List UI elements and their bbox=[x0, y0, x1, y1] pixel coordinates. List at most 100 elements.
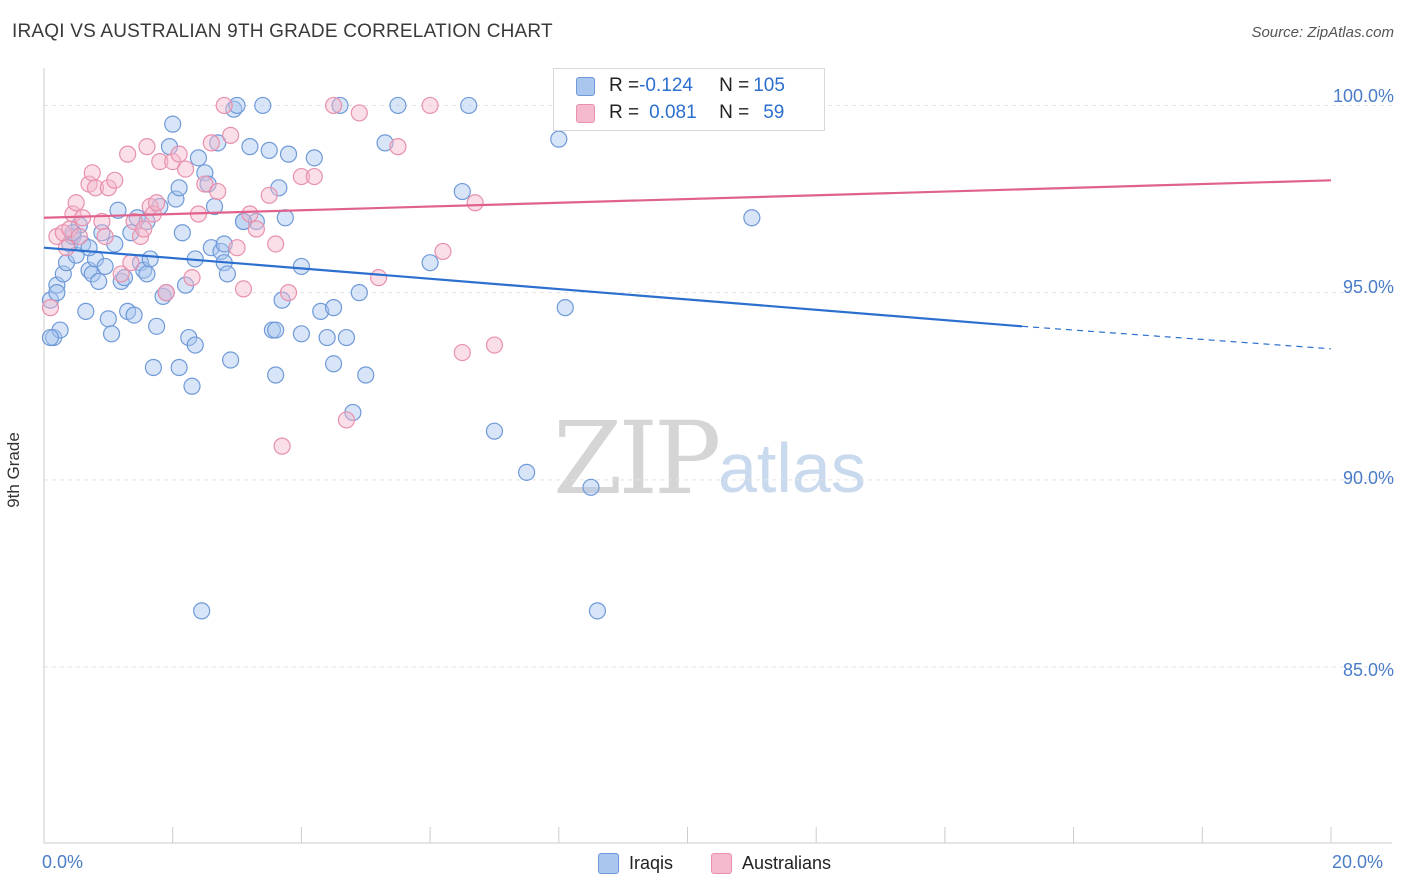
iraqis-point bbox=[218, 265, 236, 283]
iraqis-point bbox=[485, 422, 504, 440]
iraqis-point bbox=[324, 355, 343, 373]
legend-n-value: 59 bbox=[763, 102, 785, 123]
iraqis-point bbox=[90, 272, 108, 291]
australians-point bbox=[434, 242, 452, 261]
iraqis-point bbox=[99, 310, 117, 328]
australians-point bbox=[70, 227, 88, 246]
australians-swatch bbox=[576, 103, 595, 123]
iraqis-point bbox=[222, 351, 240, 369]
australians-point bbox=[119, 145, 137, 163]
legend-label-iraqis: Iraqis bbox=[629, 853, 674, 873]
iraqis-point bbox=[186, 336, 204, 354]
australians-point bbox=[350, 104, 368, 122]
x-tick-label-min: 0.0% bbox=[42, 852, 84, 872]
iraqis-trend-line bbox=[43, 246, 1023, 328]
australians-point bbox=[148, 194, 166, 212]
australians-trend-line bbox=[43, 179, 1332, 219]
y-tick-label: 100.0% bbox=[1332, 86, 1394, 106]
y-tick-label: 85.0% bbox=[1342, 660, 1394, 680]
iraqis-point bbox=[276, 209, 294, 227]
iraqis-point bbox=[193, 602, 211, 620]
iraqis-point bbox=[48, 284, 66, 302]
australians-legend-swatch bbox=[711, 853, 732, 874]
iraqis-point bbox=[350, 284, 368, 302]
iraqis-point bbox=[164, 115, 182, 133]
australians-point bbox=[135, 220, 153, 238]
australians-point bbox=[151, 152, 169, 171]
series-legend: Iraqis Australians bbox=[0, 851, 1406, 879]
y-tick-label: 90.0% bbox=[1342, 468, 1394, 488]
watermark-atlas: atlas bbox=[718, 429, 866, 507]
iraqis-point bbox=[209, 134, 227, 152]
australians-point bbox=[466, 194, 484, 212]
iraqis-point bbox=[148, 317, 166, 335]
legend-label-australians: Australians bbox=[742, 853, 832, 873]
iraqis-point bbox=[743, 209, 761, 227]
legend-n-label: N = bbox=[719, 102, 750, 123]
legend-row-australians: R = 0.081 N = 59 bbox=[576, 100, 784, 126]
iraqis-point bbox=[556, 299, 574, 317]
chart-source: Source: ZipAtlas.com bbox=[1251, 24, 1394, 41]
iraqis-point bbox=[550, 130, 568, 148]
iraqis-point bbox=[170, 179, 188, 197]
australians-point bbox=[122, 254, 140, 272]
iraqis-point bbox=[389, 96, 407, 115]
iraqis-point bbox=[77, 302, 95, 320]
legend-item-iraqis[interactable]: Iraqis bbox=[598, 853, 673, 874]
iraqis-point bbox=[292, 325, 310, 343]
legend-r-label: R = bbox=[609, 75, 640, 96]
iraqis-point bbox=[376, 134, 394, 152]
iraqis-point bbox=[189, 149, 208, 167]
australians-point bbox=[183, 269, 201, 287]
australians-point bbox=[202, 134, 220, 152]
australians-point bbox=[247, 220, 265, 238]
y-tick-label: 95.0% bbox=[1342, 277, 1394, 297]
iraqis-point bbox=[144, 358, 162, 377]
australians-point bbox=[57, 239, 76, 257]
australians-point bbox=[292, 167, 310, 186]
iraqis-point bbox=[254, 96, 272, 115]
australians-point bbox=[106, 171, 124, 189]
legend-r-value: -0.124 bbox=[639, 75, 693, 96]
australians-point bbox=[234, 280, 253, 298]
australians-point bbox=[324, 96, 343, 115]
iraqis-point bbox=[173, 224, 191, 242]
australians-point bbox=[209, 182, 227, 201]
australians-point bbox=[421, 96, 439, 115]
iraqis-trend-extension bbox=[1022, 325, 1332, 350]
iraqis-point bbox=[267, 321, 285, 339]
legend-n-value: 105 bbox=[753, 75, 785, 96]
iraqis-point bbox=[588, 602, 607, 620]
iraqis-point bbox=[228, 96, 246, 115]
australians-point bbox=[67, 194, 85, 212]
iraqis-point bbox=[267, 366, 285, 384]
legend-item-australians[interactable]: Australians bbox=[711, 853, 831, 874]
australians-point bbox=[215, 96, 233, 115]
legend-n-label: N = bbox=[719, 75, 750, 96]
iraqis-point bbox=[582, 478, 600, 496]
australians-point bbox=[157, 284, 175, 302]
australians-point bbox=[41, 299, 60, 317]
iraqis-point bbox=[183, 377, 201, 395]
australians-point bbox=[337, 411, 356, 429]
iraqis-point bbox=[260, 141, 278, 159]
iraqis-point bbox=[54, 265, 72, 283]
watermark-zip: ZIP bbox=[553, 400, 721, 517]
australians-point bbox=[196, 175, 214, 193]
australians-point bbox=[112, 265, 130, 283]
australians-point bbox=[176, 160, 195, 178]
iraqis-point bbox=[460, 96, 478, 115]
iraqis-point bbox=[312, 302, 330, 320]
legend-row-iraqis: R = -0.124 N = 105 bbox=[576, 73, 785, 99]
iraqis-point bbox=[318, 328, 336, 347]
australians-point bbox=[241, 205, 259, 223]
iraqis-point bbox=[518, 463, 536, 481]
australians-point bbox=[389, 138, 407, 156]
legend-r-value: 0.081 bbox=[649, 102, 697, 123]
iraqis-point bbox=[96, 257, 114, 276]
iraqis-point bbox=[125, 306, 143, 324]
iraqis-point bbox=[453, 182, 471, 201]
iraqis-point bbox=[324, 299, 343, 317]
iraqis-point bbox=[141, 250, 159, 268]
iraqis-point bbox=[102, 325, 121, 343]
